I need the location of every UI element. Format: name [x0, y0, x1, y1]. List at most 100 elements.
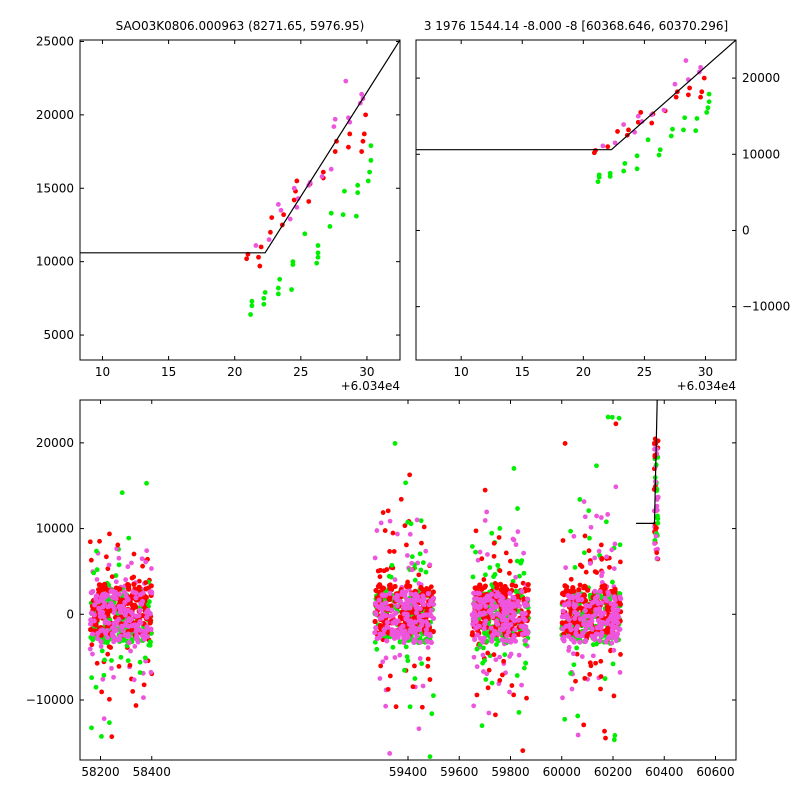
data-point: [412, 577, 418, 583]
data-point: [581, 593, 587, 599]
data-point: [493, 712, 498, 718]
data-point: [101, 716, 107, 722]
data-point: [489, 638, 495, 644]
data-point: [109, 734, 115, 740]
data-point: [501, 658, 507, 664]
data-point: [484, 509, 490, 515]
data-point: [90, 636, 96, 643]
data-point: [404, 596, 410, 602]
data-point: [98, 597, 105, 603]
data-point: [639, 119, 645, 124]
data-point: [597, 588, 603, 595]
data-point: [653, 533, 659, 539]
data-point: [521, 570, 527, 576]
data-point: [428, 598, 434, 604]
data-point: [598, 658, 604, 664]
data-point: [89, 675, 95, 681]
data-point: [503, 603, 509, 609]
data-point: [368, 143, 374, 149]
data-point: [403, 644, 409, 650]
data-point: [405, 519, 411, 525]
data-point: [508, 639, 514, 645]
data-point: [589, 600, 596, 606]
data-point: [600, 143, 606, 149]
data-point: [599, 600, 605, 606]
data-point: [626, 127, 631, 133]
data-point: [605, 512, 611, 517]
data-point: [103, 593, 109, 599]
data-point: [387, 751, 393, 756]
x-tick-label: 20: [227, 365, 242, 379]
data-point: [142, 629, 148, 635]
data-point: [132, 643, 138, 649]
x-tick-label: 59800: [491, 765, 529, 779]
data-point: [704, 109, 710, 115]
plot-area: [80, 40, 400, 317]
model-line: [636, 400, 658, 525]
data-point: [97, 587, 104, 593]
data-point: [615, 129, 620, 134]
data-point: [635, 113, 641, 119]
data-point: [611, 737, 617, 743]
data-point: [491, 629, 497, 635]
data-point: [390, 613, 396, 619]
data-point: [394, 531, 400, 537]
data-point: [568, 576, 574, 582]
x-tick-label: 30: [359, 365, 374, 379]
data-point: [563, 588, 569, 594]
data-point: [98, 643, 104, 649]
data-point: [478, 611, 484, 617]
data-point: [655, 520, 661, 526]
data-point: [361, 131, 367, 137]
data-point: [577, 616, 584, 622]
x-tick-label: 60000: [543, 765, 581, 779]
data-point: [421, 601, 427, 608]
data-point: [597, 609, 603, 615]
data-point: [497, 568, 503, 574]
data-point: [413, 610, 420, 616]
data-point: [474, 596, 480, 602]
data-point: [581, 550, 587, 556]
data-point: [582, 675, 588, 681]
data-point: [409, 554, 415, 560]
data-point: [386, 596, 393, 603]
data-point: [481, 626, 487, 632]
data-point: [139, 613, 146, 619]
data-point: [107, 720, 112, 726]
data-point: [123, 592, 129, 598]
data-point: [423, 569, 429, 575]
data-point: [521, 596, 527, 602]
data-point: [93, 684, 99, 690]
x-tick-label: 59600: [440, 765, 478, 779]
data-point: [489, 602, 495, 608]
data-point: [511, 595, 517, 601]
data-point: [579, 596, 585, 603]
data-point: [482, 658, 487, 663]
data-point: [87, 621, 94, 627]
data-point: [587, 535, 592, 541]
data-point: [488, 598, 495, 604]
data-point: [514, 673, 520, 678]
data-point: [389, 629, 395, 635]
data-point: [609, 640, 615, 646]
data-point: [594, 463, 599, 469]
data-point: [486, 608, 492, 614]
data-point: [611, 647, 617, 653]
data-point: [402, 628, 408, 634]
data-point: [654, 507, 660, 513]
data-point: [113, 621, 120, 627]
data-point: [133, 628, 139, 634]
y-tick-label: 0: [742, 223, 750, 237]
data-point: [524, 695, 529, 701]
data-point: [483, 618, 489, 624]
data-point: [687, 85, 692, 91]
data-point: [588, 524, 594, 530]
data-point: [146, 599, 152, 605]
data-point: [425, 591, 431, 597]
data-point: [608, 601, 614, 607]
data-point: [592, 588, 598, 594]
data-point: [126, 616, 132, 622]
data-point: [499, 637, 505, 643]
data-point: [378, 663, 384, 669]
panel-title: SAO03K0806.000963 (8271.65, 5976.95): [116, 19, 365, 33]
